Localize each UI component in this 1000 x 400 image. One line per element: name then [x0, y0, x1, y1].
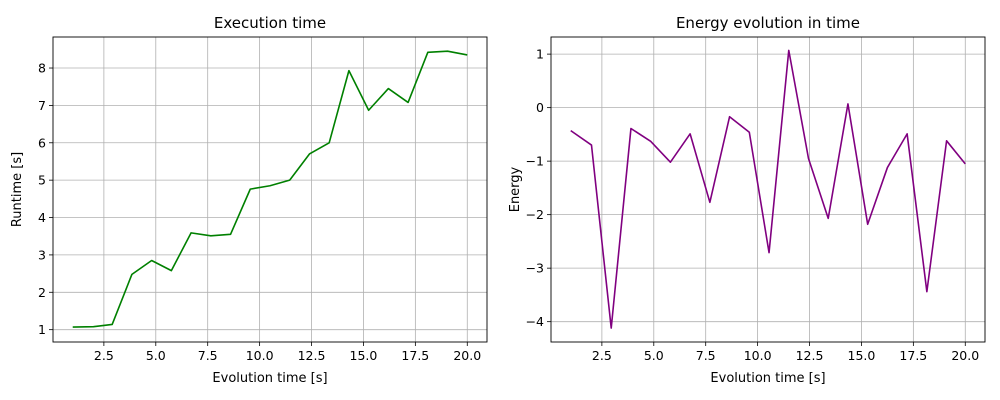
execution-y-tick-label: 2: [38, 285, 46, 300]
energy-x-tick-label: 20.0: [951, 348, 979, 363]
execution-x-axis-label: Evolution time [s]: [212, 371, 327, 386]
energy-x-tick-label: 2.5: [592, 348, 612, 363]
energy-x-tick-label: 7.5: [696, 348, 716, 363]
energy-y-tick-label: −4: [526, 314, 544, 329]
energy-axes-frame: [550, 36, 986, 343]
execution-y-tick-label: 6: [38, 135, 46, 150]
energy-series-line: [570, 49, 966, 329]
energy-y-tick-label: 0: [536, 100, 544, 115]
execution-x-tick-label: 15.0: [350, 348, 378, 363]
energy-x-tick-label: 5.0: [644, 348, 664, 363]
execution-series-line: [72, 50, 468, 328]
energy-x-axis-label: Evolution time [s]: [710, 371, 825, 386]
energy-x-tick-label: 17.5: [899, 348, 927, 363]
execution-x-tick-label: 7.5: [198, 348, 218, 363]
execution-y-tick-label: 3: [38, 247, 46, 262]
execution-x-tick-label: 12.5: [298, 348, 326, 363]
energy-x-tick-label: 12.5: [796, 348, 824, 363]
energy-y-tick-label: −2: [526, 207, 544, 222]
execution-y-tick-label: 5: [38, 173, 46, 188]
execution-chart: 2.5 5.0 7.5 10.0 12.5 15.0 17.5 20.0 1 2 3 4 5 6 7 8 Exe…: [10, 14, 488, 386]
execution-y-tick-label: 7: [38, 98, 46, 113]
energy-y-axis-label: Energy: [508, 166, 523, 212]
energy-y-tick-label: −3: [526, 261, 544, 276]
execution-y-axis-label: Runtime [s]: [10, 152, 25, 227]
execution-x-tick-label: 10.0: [246, 348, 274, 363]
execution-y-tick-label: 1: [38, 322, 46, 337]
energy-y-tick-label: 1: [536, 47, 544, 62]
execution-x-tick-label: 20.0: [453, 348, 481, 363]
execution-x-tick-label: 5.0: [146, 348, 166, 363]
energy-x-tick-label: 10.0: [744, 348, 772, 363]
energy-chart-title: Energy evolution in time: [676, 14, 860, 32]
energy-chart: 2.5 5.0 7.5 10.0 12.5 15.0 17.5 20.0 −4 −3 −2 −1 0 1 E…: [508, 14, 986, 386]
execution-axes-frame: [52, 36, 488, 343]
execution-x-tick-label: 17.5: [401, 348, 429, 363]
execution-y-tick-label: 4: [38, 210, 46, 225]
energy-x-tick-label: 15.0: [848, 348, 876, 363]
execution-chart-title: Execution time: [214, 14, 326, 32]
execution-x-tick-label: 2.5: [94, 348, 114, 363]
energy-y-tick-label: −1: [526, 154, 544, 169]
execution-y-tick-label: 8: [38, 61, 46, 76]
